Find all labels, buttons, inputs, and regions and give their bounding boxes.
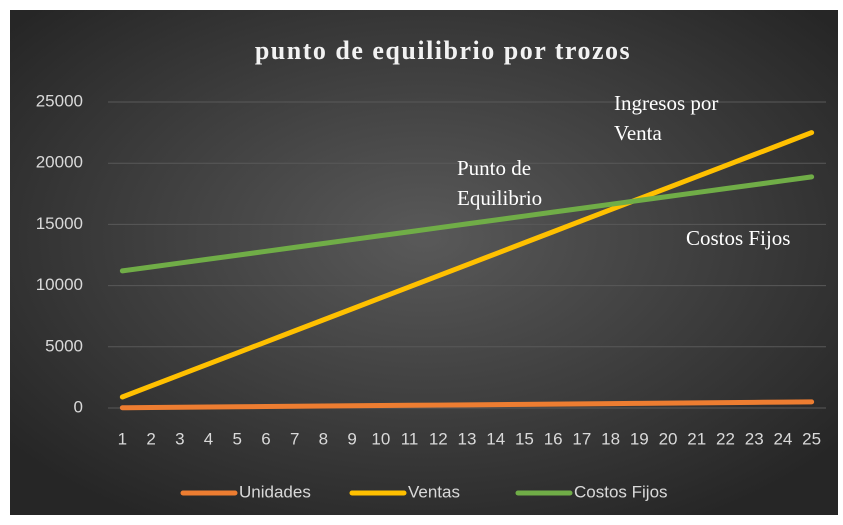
- x-tick-label: 14: [486, 429, 505, 448]
- series-line: [119, 130, 815, 400]
- x-tick-label: 8: [319, 429, 328, 448]
- chart-background: [10, 10, 838, 515]
- series-line: [119, 174, 815, 274]
- x-tick-label: 6: [261, 429, 270, 448]
- y-tick-label: 20000: [36, 153, 83, 172]
- x-tick-label: 23: [745, 429, 764, 448]
- x-tick-label: 4: [204, 429, 213, 448]
- x-tick-label: 22: [716, 429, 735, 448]
- x-tick-label: 17: [572, 429, 591, 448]
- annotation: Ingresos por: [614, 91, 718, 115]
- legend-label: Costos Fijos: [574, 482, 668, 501]
- annotation: Equilibrio: [457, 186, 542, 210]
- y-tick-label: 15000: [36, 214, 83, 233]
- x-tick-label: 1: [118, 429, 127, 448]
- x-tick-label: 13: [458, 429, 477, 448]
- y-tick-label: 25000: [36, 91, 83, 110]
- y-tick-label: 10000: [36, 275, 83, 294]
- x-tick-label: 9: [347, 429, 356, 448]
- x-tick-label: 20: [659, 429, 678, 448]
- y-tick-label: 0: [74, 397, 83, 416]
- annotation: Venta: [614, 121, 662, 145]
- x-tick-label: 16: [544, 429, 563, 448]
- annotation: Costos Fijos: [686, 226, 790, 250]
- x-tick-label: 15: [515, 429, 534, 448]
- x-tick-label: 10: [371, 429, 390, 448]
- x-tick-label: 18: [601, 429, 620, 448]
- x-tick-label: 24: [773, 429, 792, 448]
- x-tick-label: 3: [175, 429, 184, 448]
- chart-title: punto de equilibrio por trozos: [255, 36, 631, 65]
- series-line: [119, 399, 815, 411]
- x-tick-label: 12: [429, 429, 448, 448]
- legend-label: Ventas: [408, 482, 460, 501]
- x-tick-label: 2: [146, 429, 155, 448]
- x-tick-label: 7: [290, 429, 299, 448]
- x-tick-label: 19: [630, 429, 649, 448]
- x-tick-label: 25: [802, 429, 821, 448]
- x-tick-label: 5: [233, 429, 242, 448]
- legend-label: Unidades: [239, 482, 311, 501]
- x-tick-label: 11: [401, 429, 419, 448]
- annotation: Punto de: [457, 156, 531, 180]
- x-tick-label: 21: [687, 429, 706, 448]
- y-tick-label: 5000: [45, 336, 83, 355]
